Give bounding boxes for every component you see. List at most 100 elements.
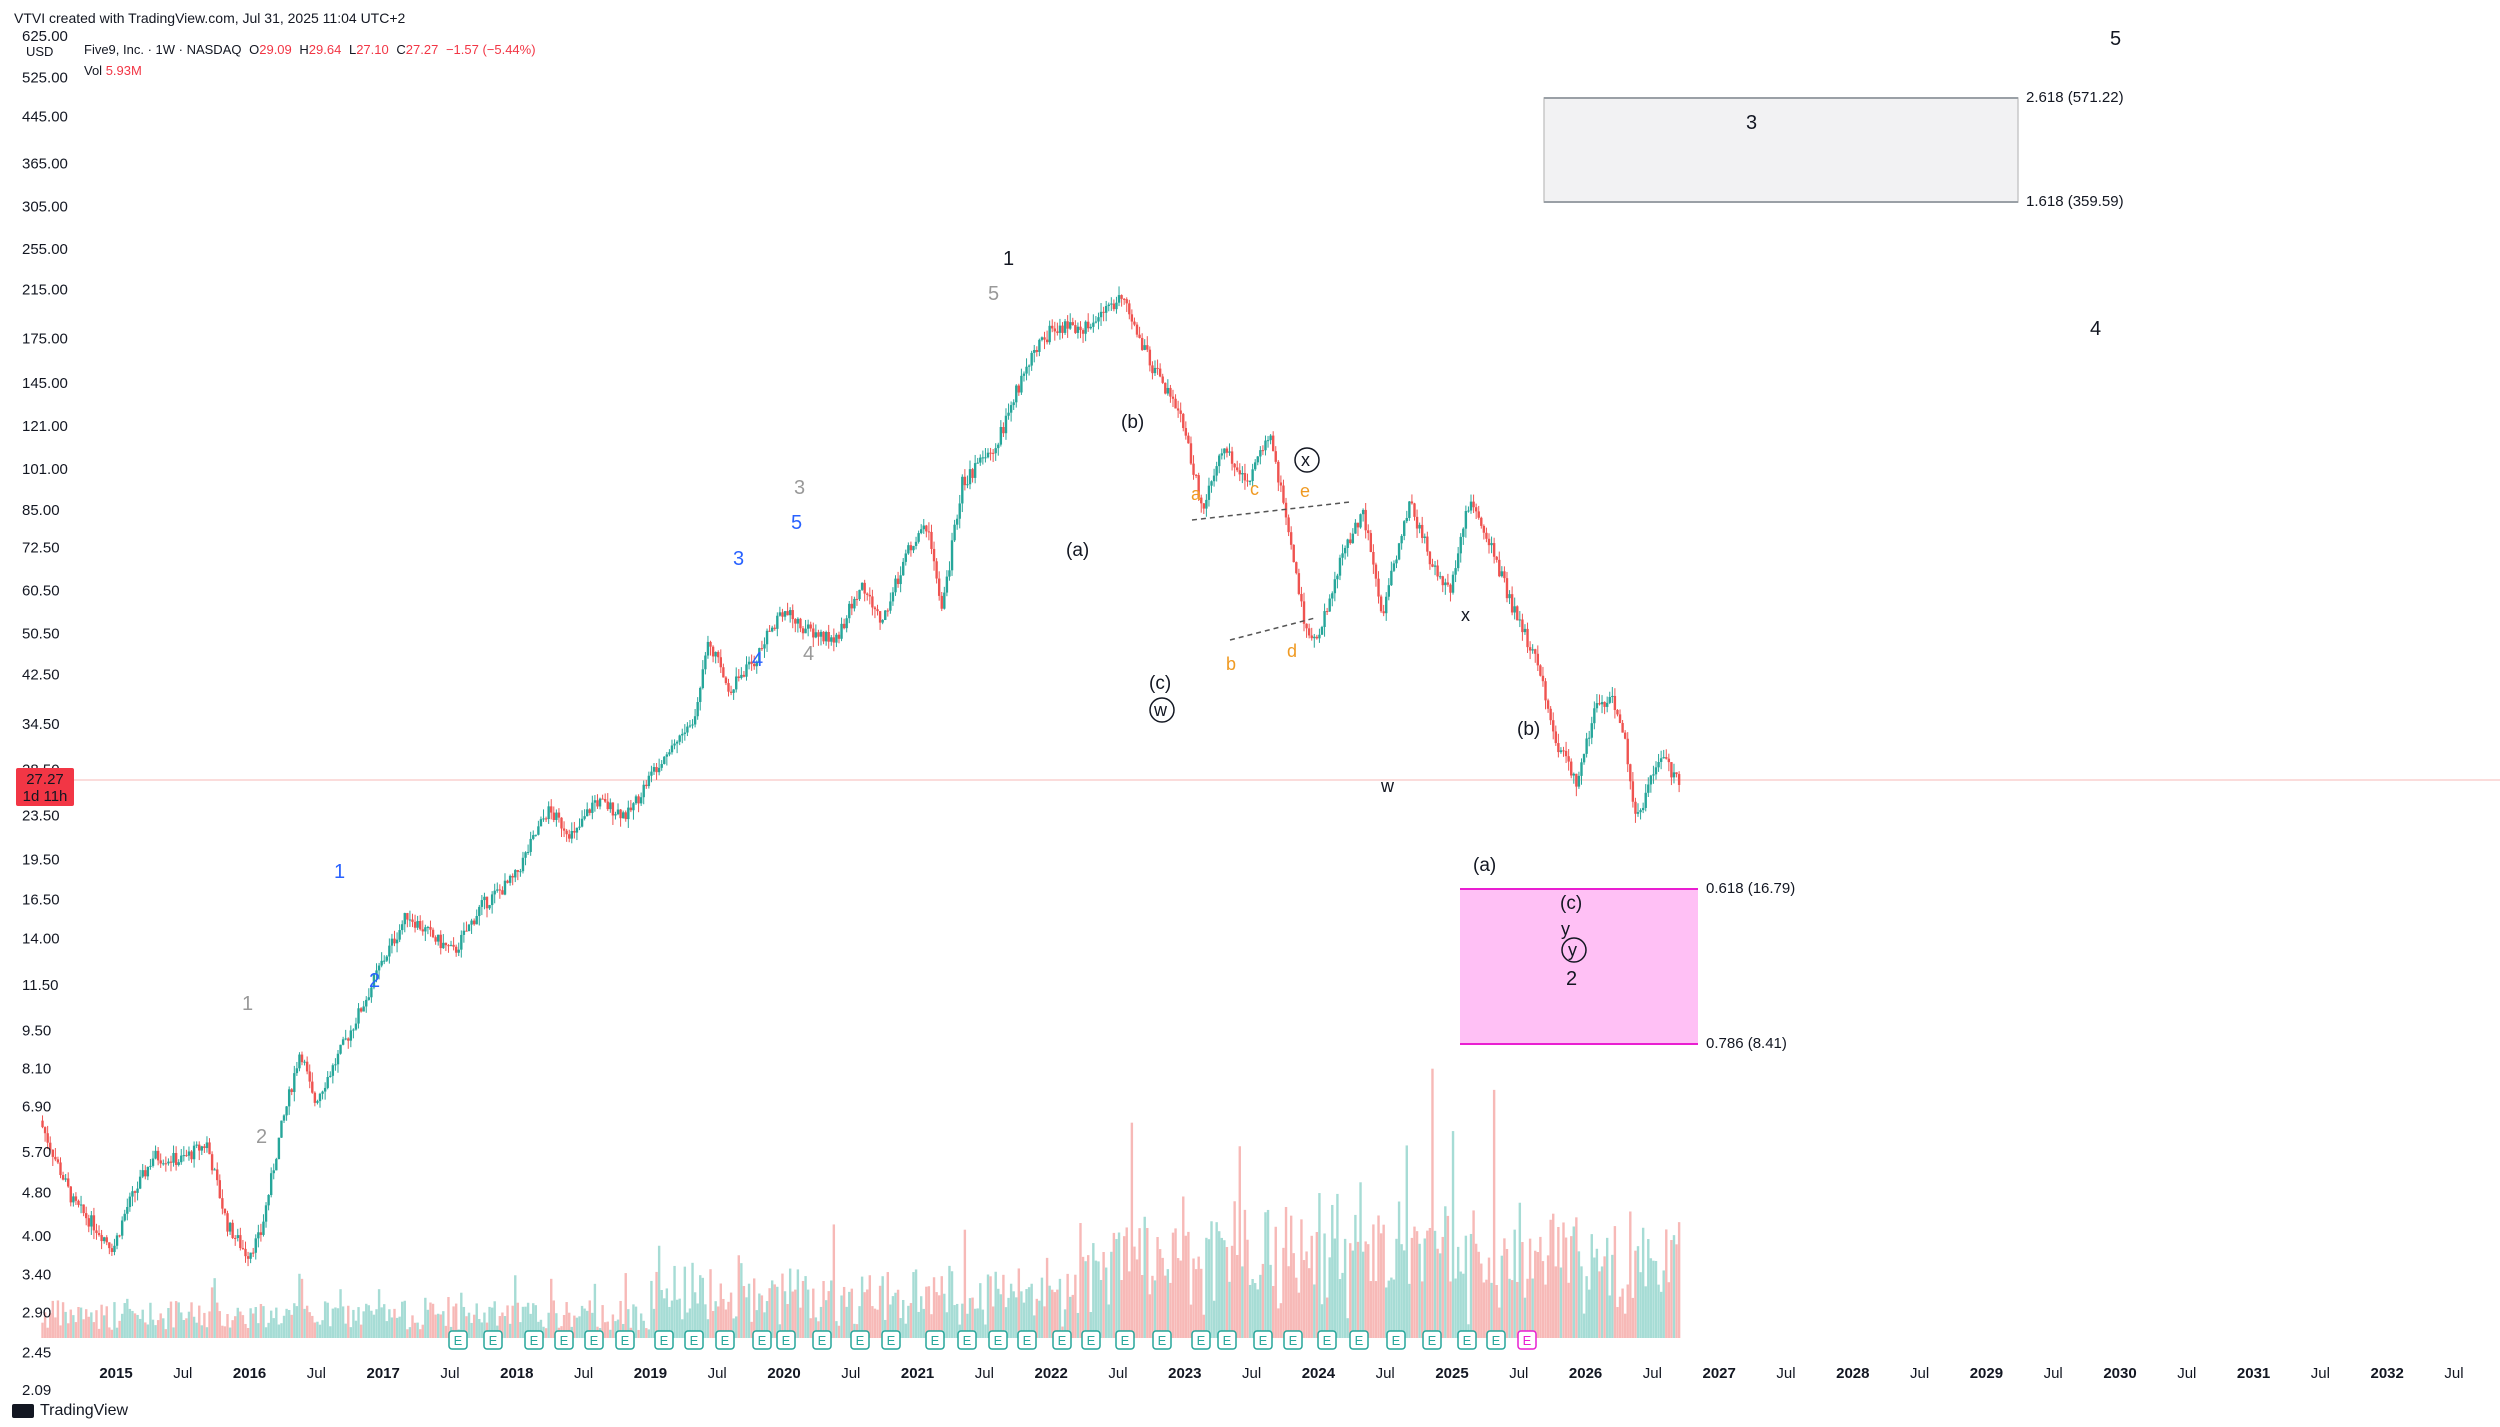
candle-body — [1395, 559, 1398, 564]
earnings-marker[interactable] — [1081, 1330, 1101, 1350]
earnings-marker[interactable] — [615, 1330, 635, 1350]
earnings-marker[interactable] — [684, 1330, 704, 1350]
earnings-marker-label: E — [1428, 1333, 1437, 1348]
tradingview-brand[interactable]: TradingView — [12, 1402, 128, 1420]
candle-body — [1220, 453, 1223, 456]
volume-bar — [986, 1274, 990, 1338]
earnings-marker[interactable] — [1152, 1330, 1172, 1350]
volume-bar — [1623, 1313, 1627, 1338]
volume-bar — [205, 1327, 209, 1338]
volume-bar — [871, 1306, 874, 1338]
earnings-marker-label: E — [1259, 1333, 1268, 1348]
volume-bar — [573, 1315, 576, 1338]
earnings-marker[interactable] — [1191, 1330, 1211, 1350]
earnings-marker[interactable] — [1253, 1330, 1273, 1350]
volume-bar — [308, 1312, 311, 1338]
earnings-marker[interactable] — [925, 1330, 945, 1350]
earnings-marker[interactable] — [988, 1330, 1008, 1350]
wave-label: x — [1461, 605, 1470, 625]
candle-body — [1171, 396, 1175, 399]
volume-bar — [1595, 1248, 1599, 1338]
earnings-marker[interactable] — [654, 1330, 674, 1350]
earnings-marker[interactable] — [483, 1330, 503, 1350]
volume-bar — [1045, 1257, 1049, 1338]
volume-bar — [182, 1319, 186, 1338]
wave-labels: 5 3 4 1 5 (b) x a c e 3 5 3 (a) 4 4 1 2 … — [242, 28, 2121, 1148]
volume-bar — [845, 1306, 848, 1338]
candle-body — [198, 1144, 201, 1151]
earnings-marker[interactable] — [1317, 1330, 1337, 1350]
candle-body — [1623, 732, 1627, 739]
earnings-marker[interactable] — [1457, 1330, 1477, 1350]
volume-bar — [126, 1298, 129, 1338]
earnings-marker[interactable] — [1283, 1330, 1303, 1350]
earnings-marker[interactable] — [1386, 1330, 1406, 1350]
volume-legend[interactable]: Vol 5.93M — [84, 63, 142, 78]
candle-body — [562, 828, 566, 831]
candle-body — [917, 533, 920, 542]
earnings-marker[interactable] — [850, 1330, 870, 1350]
symbol-legend[interactable]: Five9, Inc. · 1W · NASDAQ O29.09 H29.64 … — [84, 42, 540, 57]
volume-bar — [198, 1305, 201, 1338]
earnings-marker[interactable] — [1052, 1330, 1072, 1350]
candle-body — [295, 1068, 299, 1074]
time-tick-label: 2027 — [1703, 1365, 1736, 1382]
earnings-marker[interactable] — [1486, 1330, 1506, 1350]
earnings-marker[interactable] — [715, 1330, 735, 1350]
volume-bar — [1009, 1283, 1013, 1338]
wave-label: (a) — [1066, 540, 1089, 561]
volume-bar — [925, 1286, 928, 1338]
candle-body — [1102, 311, 1105, 313]
earnings-marker[interactable] — [752, 1330, 772, 1350]
earnings-marker[interactable] — [448, 1330, 468, 1350]
candle-body — [1266, 440, 1270, 442]
candle-body — [208, 1142, 211, 1155]
earnings-marker[interactable] — [1517, 1330, 1537, 1350]
volume-bar — [506, 1305, 509, 1338]
earnings-marker[interactable] — [1017, 1330, 1037, 1350]
earnings-marker[interactable] — [584, 1330, 604, 1350]
volume-bar — [801, 1280, 805, 1338]
volume-bar — [1510, 1280, 1514, 1338]
earnings-marker[interactable] — [1217, 1330, 1237, 1350]
volume-bar — [1210, 1221, 1213, 1338]
earnings-marker[interactable] — [524, 1330, 544, 1350]
earnings-marker[interactable] — [554, 1330, 574, 1350]
earnings-marker[interactable] — [1349, 1330, 1369, 1350]
candle-body — [138, 1176, 142, 1189]
volume-bar — [221, 1325, 224, 1338]
earnings-marker[interactable] — [881, 1330, 901, 1350]
volume-bar — [896, 1289, 900, 1338]
volume-bar — [668, 1306, 671, 1338]
earnings-marker[interactable] — [776, 1330, 796, 1350]
volume-bar — [889, 1304, 892, 1338]
candle-body — [213, 1169, 216, 1171]
volume-bar — [1207, 1239, 1211, 1338]
candle-body — [1485, 532, 1488, 539]
candle-body — [282, 1115, 286, 1121]
symbol-name[interactable]: Five9, Inc. · 1W · NASDAQ — [84, 42, 242, 57]
earnings-marker[interactable] — [957, 1330, 977, 1350]
earnings-marker[interactable] — [1115, 1330, 1135, 1350]
candle-body — [239, 1235, 242, 1249]
candle-body — [1192, 463, 1195, 475]
candle-body — [642, 784, 645, 798]
price-tick-label: 72.50 — [22, 540, 60, 557]
earnings-marker[interactable] — [812, 1330, 832, 1350]
volume-bar — [1403, 1250, 1406, 1338]
candle-body — [984, 457, 987, 459]
earnings-marker[interactable] — [1422, 1330, 1442, 1350]
volume-bar — [246, 1327, 250, 1338]
candle-body — [909, 545, 913, 551]
volume-bar — [1071, 1294, 1074, 1338]
candle-body — [200, 1146, 204, 1151]
candle-body — [1176, 408, 1180, 411]
volume-bar — [1115, 1239, 1118, 1338]
volume-bar — [552, 1300, 555, 1338]
candle-body — [1025, 366, 1028, 374]
candle-body — [675, 741, 679, 744]
candle-body — [416, 921, 419, 928]
volume-bar — [1338, 1279, 1342, 1338]
candle-body — [1236, 467, 1239, 471]
